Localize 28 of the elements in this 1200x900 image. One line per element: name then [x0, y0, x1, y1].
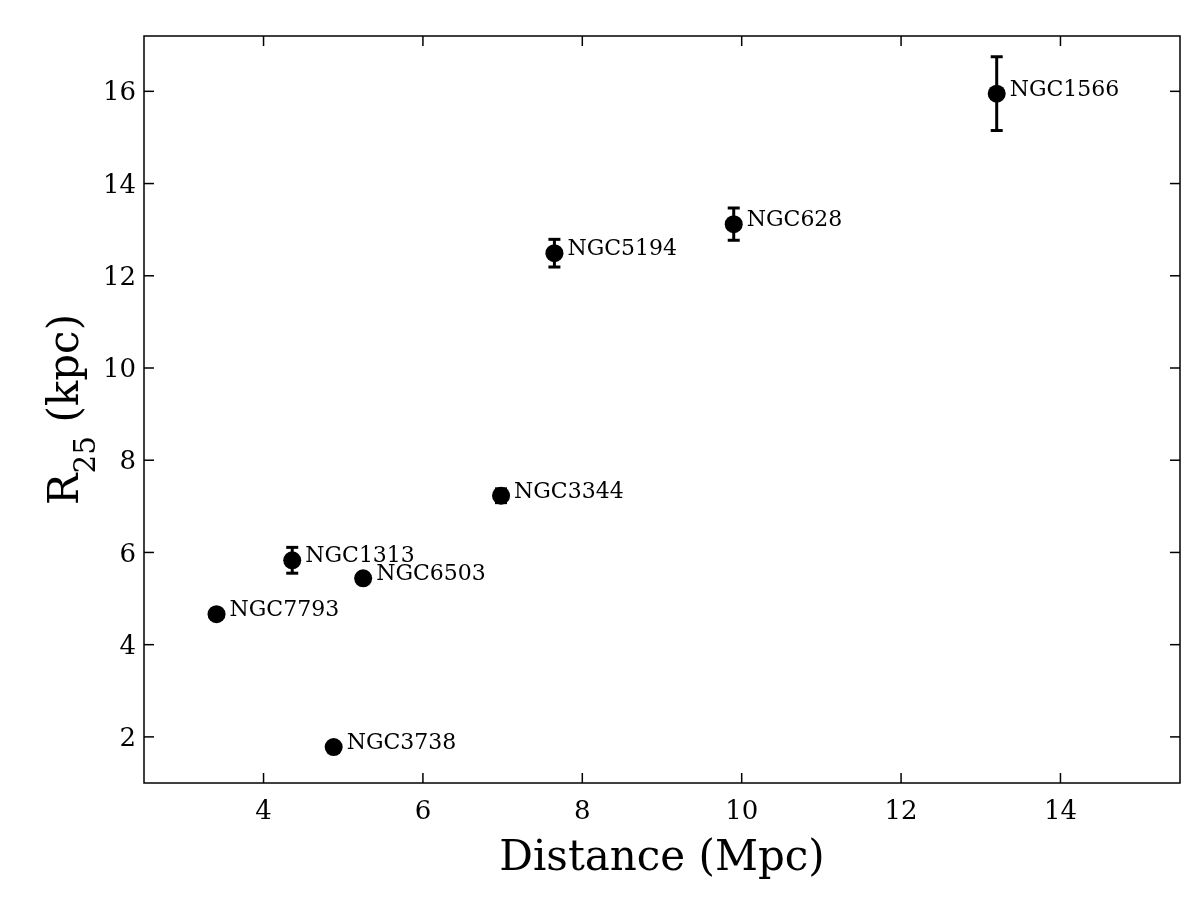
y-tick-label: 16: [102, 76, 136, 107]
annotation: NGC3344: [514, 477, 624, 503]
y-tick-label: 10: [102, 353, 136, 384]
point: [207, 605, 226, 624]
x-tick-label: 14: [1043, 795, 1078, 825]
point: [545, 244, 564, 263]
x-tick-label: 12: [884, 795, 918, 825]
y-tick-label: 2: [119, 721, 136, 752]
annotation: NGC7793: [229, 596, 340, 622]
point: [354, 569, 373, 588]
y-tick-label: 6: [119, 537, 136, 568]
annotation: NGC1566: [1009, 75, 1120, 101]
annotation: NGC5194: [567, 235, 678, 261]
annotation: NGC3738: [346, 729, 457, 755]
x-tick-label: 10: [725, 795, 759, 825]
x-axis-title: Distance (Mpc): [499, 831, 825, 880]
point: [283, 551, 302, 570]
point: [724, 215, 743, 234]
x-tick-label: 6: [414, 795, 432, 825]
y-tick-label: 4: [119, 629, 136, 660]
point: [324, 738, 343, 757]
point: [987, 84, 1006, 103]
x-tick-label: 4: [255, 795, 272, 825]
y-tick-label: 8: [119, 445, 136, 476]
annotation: NGC628: [746, 206, 843, 232]
y-tick-label: 12: [102, 260, 136, 291]
x-tick-label: 8: [574, 795, 591, 825]
y-tick-label: 14: [102, 168, 136, 199]
